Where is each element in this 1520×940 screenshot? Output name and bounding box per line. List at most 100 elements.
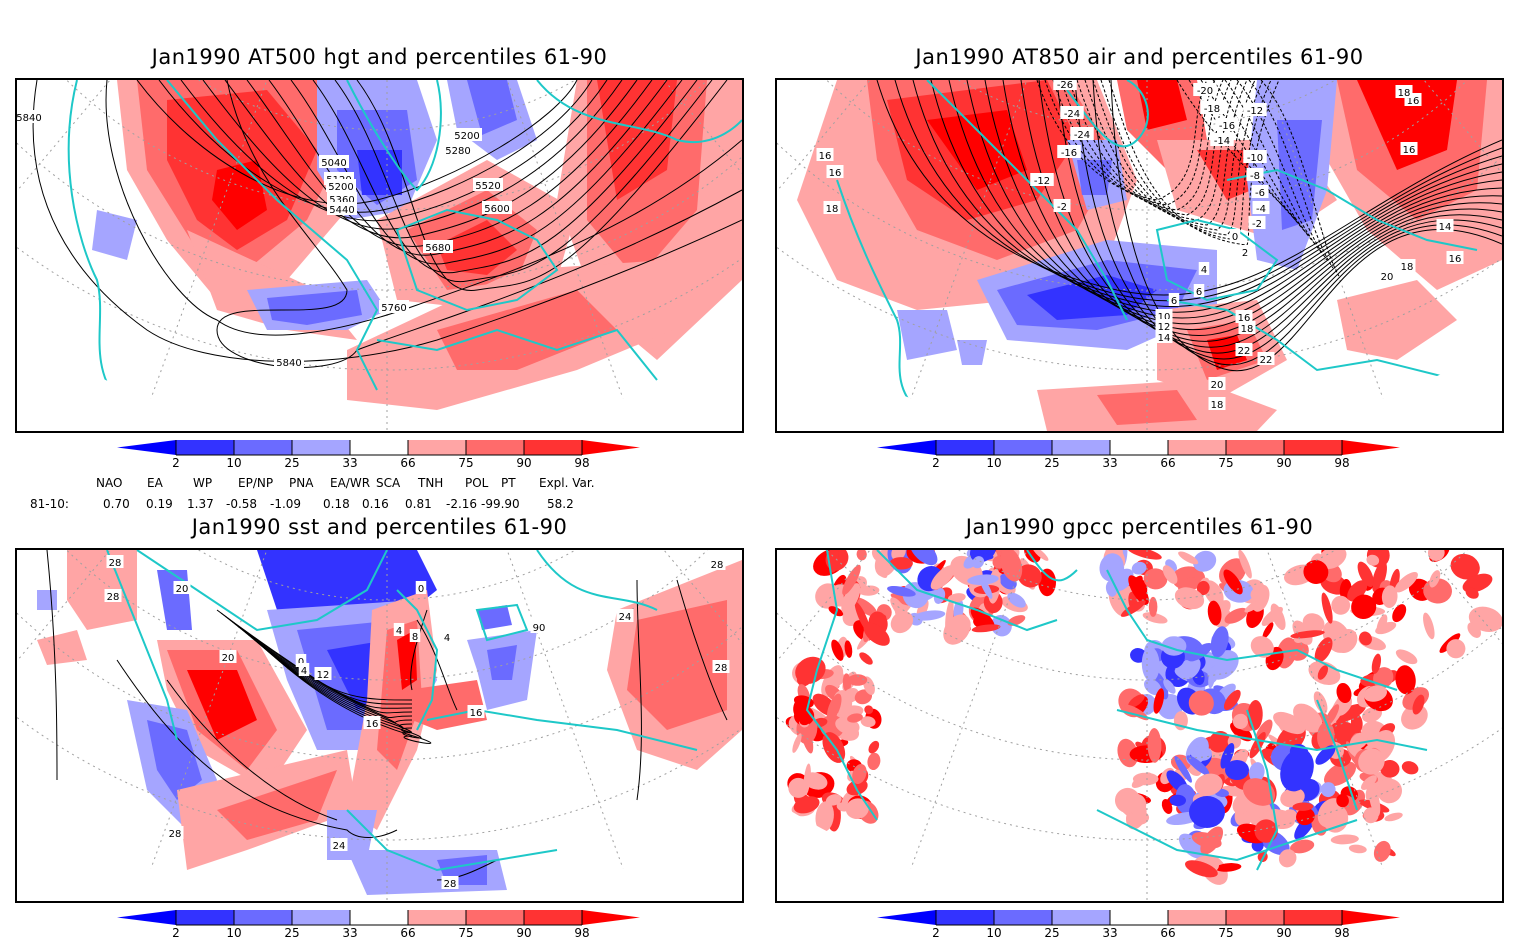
contour-label-bg bbox=[1215, 118, 1239, 131]
domain-mask bbox=[777, 550, 1502, 901]
index-header: EA/WR bbox=[330, 476, 371, 490]
contour-label-bg bbox=[473, 178, 503, 191]
colorbar-tick-label: 10 bbox=[986, 926, 1002, 940]
contour-label: 2 bbox=[1239, 245, 1251, 259]
colorbar-tick-label: 33 bbox=[342, 926, 358, 940]
precip-percentile-cell bbox=[1169, 794, 1186, 807]
contour-label: 5840 bbox=[274, 355, 304, 369]
precip-percentile-cell bbox=[1174, 587, 1205, 610]
temperature-contour-negative bbox=[1188, 80, 1304, 229]
precip-percentile-cell bbox=[1366, 554, 1380, 566]
precip-percentile-cell bbox=[971, 624, 1001, 633]
height-contour bbox=[312, 80, 698, 274]
precip-percentile-cell bbox=[1336, 793, 1349, 808]
precip-percentile-cell bbox=[1423, 612, 1435, 640]
coastline bbox=[805, 550, 878, 821]
precip-percentile-cell bbox=[1361, 706, 1383, 723]
precip-percentile-cell bbox=[1270, 603, 1286, 631]
contour-label: 28 bbox=[104, 589, 122, 603]
contour-label-text: 22 bbox=[1260, 355, 1273, 366]
contour-label-bg bbox=[712, 660, 730, 673]
contour-label-text: 16 bbox=[1238, 313, 1251, 324]
precip-percentile-cell bbox=[1254, 819, 1278, 843]
colorbar-box bbox=[234, 440, 292, 455]
precip-percentile-cell bbox=[1223, 689, 1241, 711]
precip-percentile-cell bbox=[788, 777, 809, 798]
contour-label: 18 bbox=[823, 201, 841, 215]
contour-label: 14 bbox=[1436, 219, 1454, 233]
colorbar-tick-label: 98 bbox=[574, 456, 590, 470]
contour-label-text: 16 bbox=[1403, 145, 1416, 156]
contour-label: 24 bbox=[616, 609, 634, 623]
contour-label-bg bbox=[1168, 293, 1180, 306]
contour-label-bg bbox=[1057, 145, 1081, 158]
contour-label-bg bbox=[1193, 284, 1205, 297]
colorbar-arrow-low bbox=[117, 440, 176, 455]
temperature-contour bbox=[1074, 80, 1502, 360]
precip-percentile-cell bbox=[1144, 678, 1162, 696]
precip-percentile-cell bbox=[842, 564, 861, 596]
height-contour bbox=[334, 80, 713, 283]
colorbar-box bbox=[176, 910, 234, 925]
contour-label: 16 bbox=[1400, 142, 1418, 156]
colorbar-tick-label: 98 bbox=[1334, 456, 1350, 470]
height-contour bbox=[216, 80, 742, 368]
contour-label-bg bbox=[1243, 150, 1267, 163]
contour-label: 5760 bbox=[379, 300, 409, 314]
contour-label-bg bbox=[1053, 80, 1077, 90]
contour-label-text: 28 bbox=[109, 558, 122, 569]
precip-percentile-cell bbox=[1289, 839, 1315, 854]
colorbar-arrow-low bbox=[877, 910, 936, 925]
precip-percentile-cell bbox=[891, 550, 906, 561]
percentile-region bbox=[37, 630, 87, 665]
precip-percentile-cell bbox=[943, 614, 971, 645]
precip-percentile-cell bbox=[1200, 826, 1224, 855]
contour-label-bg bbox=[173, 581, 191, 594]
contour-label-bg bbox=[326, 179, 356, 192]
colorbar-box bbox=[1284, 440, 1342, 455]
precip-percentile-cell bbox=[864, 705, 874, 715]
contour-label-bg bbox=[1238, 321, 1256, 334]
contour-label-bg bbox=[1246, 168, 1264, 181]
colorbar-box bbox=[936, 440, 994, 455]
temperature-contour bbox=[1110, 80, 1502, 372]
precip-percentile-cell bbox=[1142, 612, 1168, 624]
contour-label-bg bbox=[1070, 127, 1094, 140]
contour-label-text: -18 bbox=[1204, 104, 1220, 115]
contour-label-bg bbox=[1155, 330, 1173, 343]
colorbar-box bbox=[524, 440, 582, 455]
contour-label: 28 bbox=[441, 876, 459, 890]
coastline bbox=[876, 550, 1058, 632]
contour-label: -8 bbox=[1246, 168, 1264, 182]
precip-percentile-cell bbox=[867, 752, 881, 771]
precip-percentile-cell bbox=[836, 802, 849, 812]
contour-label-text: 8 bbox=[412, 632, 418, 643]
index-value: -0.58 bbox=[226, 497, 258, 511]
contour-label: -18 bbox=[1200, 101, 1224, 115]
coastline bbox=[376, 328, 658, 381]
precip-percentile-cell bbox=[1194, 773, 1223, 796]
index-row-label: 81-10: bbox=[30, 497, 69, 511]
precip-percentile-cell bbox=[970, 607, 995, 631]
precip-percentile-cell bbox=[1120, 600, 1146, 617]
sst-contour bbox=[46, 550, 58, 781]
precip-percentile-cell bbox=[831, 639, 844, 661]
contour-label-bg bbox=[1378, 269, 1396, 282]
colorbar-box bbox=[466, 440, 524, 455]
precip-percentile-cell bbox=[852, 763, 867, 785]
index-header: SCA bbox=[376, 476, 401, 490]
contour-label: 20 bbox=[173, 581, 191, 595]
contour-label: 5840 bbox=[17, 110, 44, 124]
index-value: 0.70 bbox=[103, 497, 130, 511]
contour-label-bg bbox=[219, 650, 237, 663]
precip-percentile-cell bbox=[1429, 570, 1441, 588]
precip-percentile-cell bbox=[856, 550, 867, 561]
contour-label: -24 bbox=[1070, 127, 1094, 141]
precip-percentile-cell bbox=[1128, 694, 1145, 708]
precip-percentile-cell bbox=[973, 617, 985, 628]
temperature-contour-negative bbox=[1092, 80, 1264, 236]
panel-title-sst: Jan1990 sst and percentiles 61-90 bbox=[191, 515, 568, 539]
precip-percentile-cell bbox=[909, 550, 938, 566]
precip-percentile-cell bbox=[1412, 694, 1425, 715]
